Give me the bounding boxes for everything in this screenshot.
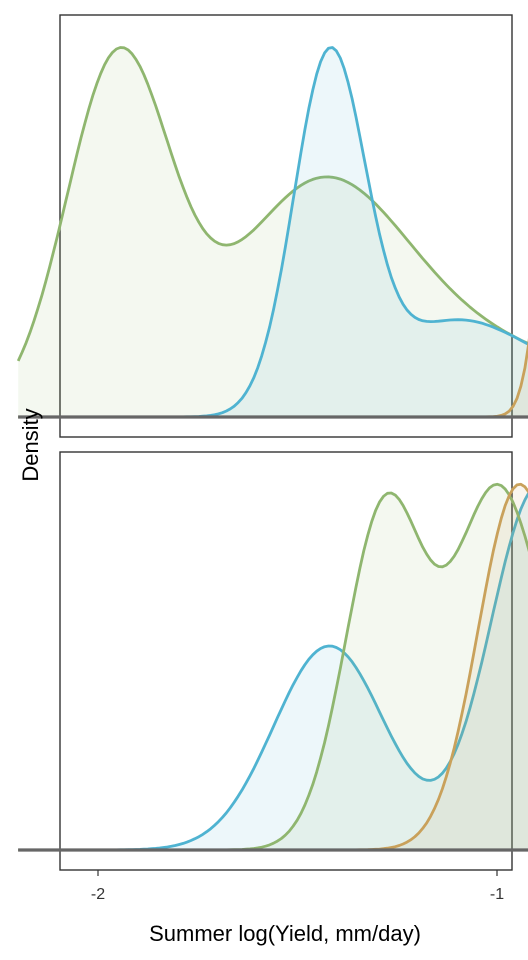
density-area-1 xyxy=(18,47,528,417)
density-line-9 xyxy=(18,415,528,419)
density-area-2 xyxy=(18,484,528,850)
density-line-1 xyxy=(16,46,528,362)
panel-2 xyxy=(18,451,528,871)
density-line-9 xyxy=(18,848,528,852)
y-axis-title: Density xyxy=(18,408,43,481)
panel-frame xyxy=(59,451,513,871)
x-axis-title: Summer log(Yield, mm/day) xyxy=(149,921,421,946)
density-line-1 xyxy=(18,491,528,852)
x-tick-label: -1 xyxy=(490,886,504,903)
density-line-2 xyxy=(18,46,528,419)
density-area-1 xyxy=(18,494,528,850)
density-area-2 xyxy=(18,47,528,417)
panel-1 xyxy=(16,14,528,438)
panels-layer xyxy=(16,14,528,871)
x-axis: -2-101 xyxy=(91,870,504,903)
density-area-3 xyxy=(18,484,528,850)
x-tick-label: -2 xyxy=(91,886,105,903)
